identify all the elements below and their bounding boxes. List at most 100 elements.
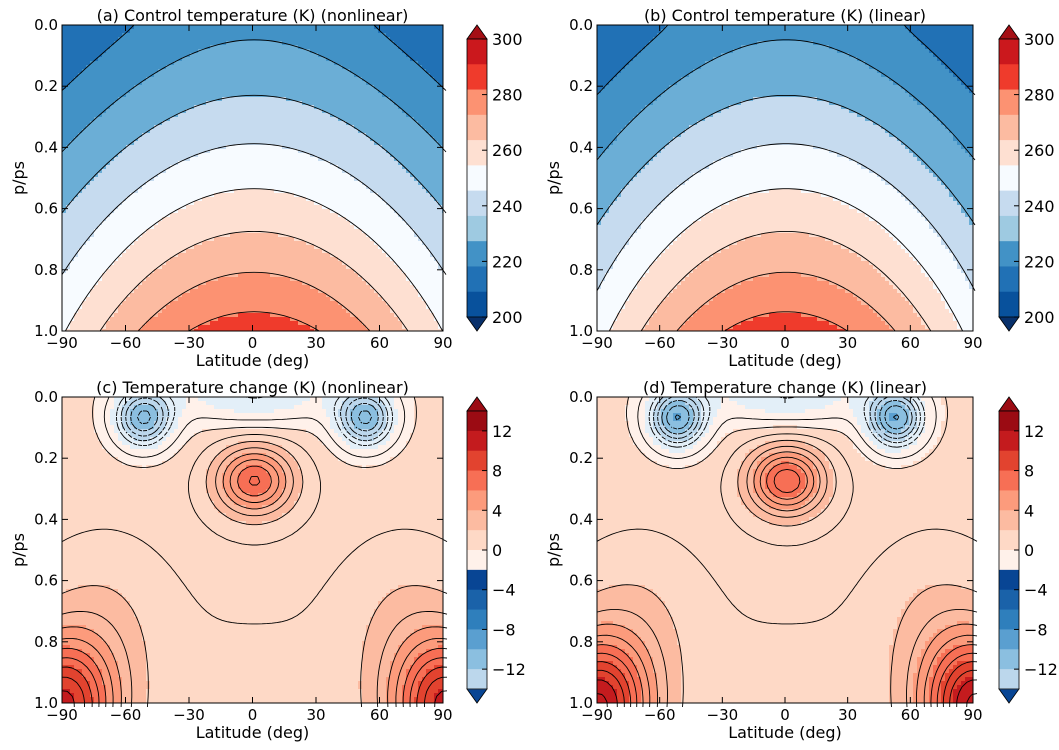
- field-cell: [214, 193, 219, 198]
- field-cell: [430, 85, 435, 90]
- field-cell: [322, 121, 327, 126]
- field-cell: [66, 85, 71, 90]
- field-cell: [294, 169, 299, 174]
- field-cell: [386, 105, 391, 110]
- field-cell: [98, 105, 103, 110]
- field-cell: [334, 45, 339, 50]
- field-cell: [342, 41, 347, 46]
- field-cell: [198, 93, 203, 98]
- field-cell: [78, 85, 83, 90]
- field-cell: [358, 169, 363, 174]
- field-cell: [218, 61, 223, 66]
- field-cell: [270, 197, 275, 202]
- field-cell: [70, 101, 75, 106]
- field-cell: [174, 177, 179, 182]
- field-cell: [374, 173, 379, 178]
- field-cell: [182, 33, 187, 38]
- field-cell: [330, 225, 335, 230]
- field-cell: [230, 41, 235, 46]
- field-cell: [310, 73, 315, 78]
- field-cell: [94, 61, 99, 66]
- field-cell: [318, 109, 323, 114]
- field-cell: [90, 97, 95, 102]
- field-cell: [90, 69, 95, 74]
- field-cell: [370, 65, 375, 70]
- field-cell: [266, 149, 271, 154]
- field-cell: [394, 45, 399, 50]
- field-cell: [238, 157, 243, 162]
- field-cell: [382, 201, 387, 206]
- field-cell: [314, 189, 319, 194]
- field-cell: [278, 137, 283, 142]
- field-cell: [134, 165, 139, 170]
- field-cell: [298, 85, 303, 90]
- field-cell: [150, 165, 155, 170]
- field-cell: [298, 197, 303, 202]
- field-cell: [366, 113, 371, 118]
- field-cell: [266, 57, 271, 62]
- field-cell: [386, 145, 391, 150]
- field-cell: [126, 125, 131, 130]
- field-cell: [322, 125, 327, 130]
- field-cell: [262, 205, 267, 210]
- field-cell: [414, 81, 419, 86]
- field-cell: [218, 229, 223, 234]
- field-cell: [82, 69, 87, 74]
- field-cell: [230, 189, 235, 194]
- field-cell: [366, 201, 371, 206]
- field-cell: [370, 93, 375, 98]
- field-cell: [330, 141, 335, 146]
- field-cell: [210, 213, 215, 218]
- field-cell: [278, 225, 283, 230]
- field-cell: [326, 185, 331, 190]
- field-cell: [194, 201, 199, 206]
- field-cell: [178, 129, 183, 134]
- field-cell: [318, 89, 323, 94]
- field-cell: [274, 105, 279, 110]
- field-cell: [318, 185, 323, 190]
- field-cell: [386, 65, 391, 70]
- field-cell: [166, 209, 171, 214]
- field-cell: [258, 89, 263, 94]
- field-cell: [274, 177, 279, 182]
- field-cell: [326, 197, 331, 202]
- field-cell: [206, 121, 211, 126]
- field-cell: [182, 149, 187, 154]
- field-cell: [334, 101, 339, 106]
- field-cell: [242, 81, 247, 86]
- field-cell: [354, 189, 359, 194]
- field-cell: [422, 181, 427, 186]
- field-cell: [110, 229, 115, 234]
- field-cell: [234, 89, 239, 94]
- field-cell: [182, 141, 187, 146]
- field-cell: [310, 101, 315, 106]
- field-cell: [122, 193, 127, 198]
- field-cell: [158, 165, 163, 170]
- field-cell: [338, 161, 343, 166]
- field-cell: [214, 89, 219, 94]
- field-cell: [282, 97, 287, 102]
- field-cell: [86, 129, 91, 134]
- field-cell: [322, 57, 327, 62]
- field-cell: [274, 33, 279, 38]
- field-cell: [106, 173, 111, 178]
- field-cell: [298, 49, 303, 54]
- field-cell: [310, 113, 315, 118]
- field-cell: [138, 141, 143, 146]
- field-cell: [366, 141, 371, 146]
- field-cell: [266, 173, 271, 178]
- field-cell: [266, 197, 271, 202]
- field-cell: [146, 145, 151, 150]
- field-cell: [154, 137, 159, 142]
- field-cell: [326, 217, 331, 222]
- field-cell: [174, 105, 179, 110]
- field-cell: [382, 149, 387, 154]
- field-cell: [290, 177, 295, 182]
- field-cell: [298, 157, 303, 162]
- field-cell: [258, 125, 263, 130]
- field-cell: [426, 205, 431, 210]
- field-cell: [86, 133, 91, 138]
- field-cell: [198, 121, 203, 126]
- field-cell: [358, 85, 363, 90]
- field-cell: [322, 133, 327, 138]
